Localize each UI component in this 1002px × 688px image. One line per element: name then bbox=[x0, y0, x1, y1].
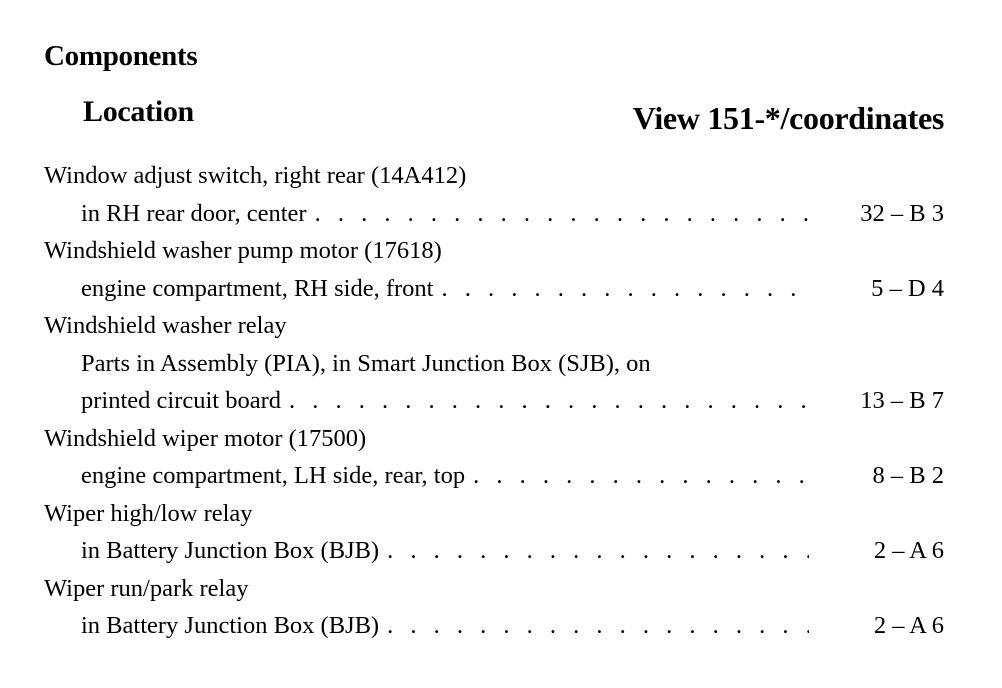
location-text: engine compartment, LH side, rear, top bbox=[81, 462, 466, 489]
component-location: printed circuit board . . . . . . . . . .… bbox=[44, 382, 944, 420]
view-column-header: View 151-*/coordinates bbox=[632, 100, 945, 136]
component-entry: Windshield washer pump motor (17618) engi… bbox=[44, 232, 944, 307]
component-location: in Battery Junction Box (BJB) . . . . . .… bbox=[44, 532, 944, 570]
location-text: in RH rear door, center bbox=[81, 199, 307, 227]
location-text: in Battery Junction Box (BJB) bbox=[81, 612, 380, 639]
section-title: Components bbox=[44, 40, 198, 72]
dot-leader: . . . . . . . . . . . . . . . . . . . . … bbox=[289, 387, 809, 414]
component-entry: Wiper high/low relay in Battery Junction … bbox=[44, 495, 944, 570]
dot-leader: . . . . . . . . . . . . . . . . . . . . … bbox=[387, 612, 809, 639]
location-text: Parts in Assembly (PIA), in Smart Juncti… bbox=[81, 349, 651, 377]
component-entry: Window adjust switch, right rear (14A412… bbox=[44, 157, 944, 232]
component-name: Wiper high/low relay bbox=[44, 499, 253, 527]
component-name: Windshield washer relay bbox=[44, 312, 287, 339]
location-column-header: Location bbox=[83, 95, 194, 128]
component-name: Windshield wiper motor (17500) bbox=[44, 424, 367, 452]
dot-leader: . . . . . . . . . . . . . . . . . . . . … bbox=[473, 462, 809, 489]
location-text: printed circuit board bbox=[81, 387, 282, 414]
view-coordinate: 5 – D 4 bbox=[871, 274, 944, 302]
component-location: engine compartment, RH side, front. . . … bbox=[44, 270, 944, 308]
component-name: Window adjust switch, right rear (14A412… bbox=[44, 162, 467, 189]
dot-leader: . . . . . . . . . . . . . . . . . . . . … bbox=[314, 199, 809, 227]
component-name: Windshield washer pump motor (17618) bbox=[44, 237, 442, 264]
component-entry: Windshield washer relay Parts in Assembly… bbox=[44, 307, 944, 420]
view-coordinate: 13 – B 7 bbox=[860, 387, 944, 414]
dot-leader: . . . . . . . . . . . . . . . . . . . . … bbox=[387, 537, 809, 564]
component-name: Wiper run/park relay bbox=[44, 574, 249, 602]
location-text: in Battery Junction Box (BJB) bbox=[81, 537, 380, 564]
component-location: in RH rear door, center. . . . . . . . .… bbox=[44, 195, 944, 233]
component-location: in Battery Junction Box (BJB) . . . . . .… bbox=[44, 607, 944, 645]
location-text: engine compartment, RH side, front bbox=[81, 274, 434, 302]
view-coordinate: 8 – B 2 bbox=[872, 462, 944, 489]
view-coordinate: 32 – B 3 bbox=[860, 199, 944, 227]
component-location: engine compartment, LH side, rear, top . … bbox=[44, 457, 944, 495]
view-coordinate: 2 – A 6 bbox=[873, 612, 944, 639]
component-entry: Wiper run/park relay in Battery Junction … bbox=[44, 570, 944, 645]
component-entry: Windshield wiper motor (17500) engine com… bbox=[44, 420, 944, 495]
component-location: Parts in Assembly (PIA), in Smart Juncti… bbox=[44, 345, 944, 383]
dot-leader: . . . . . . . . . . . . . . . . . . . . … bbox=[441, 274, 809, 302]
view-coordinate: 2 – A 6 bbox=[873, 537, 944, 564]
component-list: Window adjust switch, right rear (14A412… bbox=[44, 157, 944, 645]
